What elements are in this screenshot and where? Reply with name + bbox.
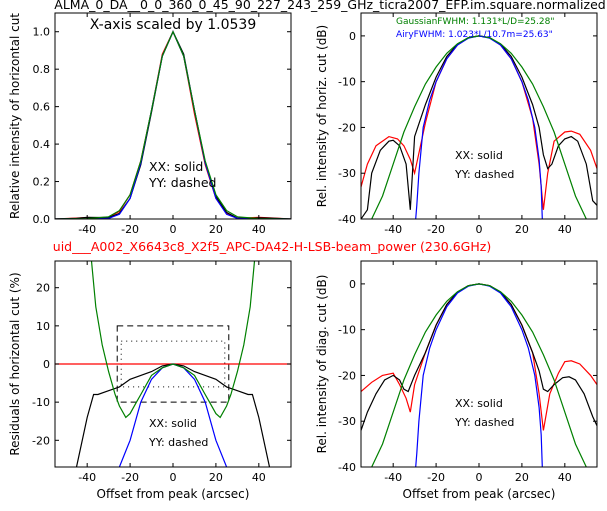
y-tick-label: 0.6 <box>33 101 51 114</box>
legend-text: YY: dashed <box>148 436 208 449</box>
y-tick-label: -40 <box>338 461 356 474</box>
series-blue-line <box>55 30 291 219</box>
fwhm-annotation: AiryFWHM: 1.023*L/10.7m=25.63" <box>396 30 553 40</box>
y-tick-label: -20 <box>32 434 50 447</box>
series-blue-line <box>415 283 543 467</box>
series-green-line <box>371 35 587 219</box>
y-axis-label: Relative intensity of horizontal cut <box>8 13 22 219</box>
legend-text: YY: dashed <box>454 416 514 429</box>
y-tick-label: 0.0 <box>33 213 51 226</box>
x-tick-label: 20 <box>209 471 223 484</box>
x-tick-label: 40 <box>252 471 266 484</box>
y-tick-label: 0 <box>43 358 50 371</box>
y-tick-label: -10 <box>338 76 356 89</box>
y-tick-label: 0.4 <box>33 138 51 151</box>
plot-area <box>361 35 597 219</box>
x-tick-label: 20 <box>515 223 529 236</box>
x-tick-label: -40 <box>78 223 96 236</box>
x-tick-label: 40 <box>558 223 572 236</box>
y-axis-label: Rel. intensity of diag. cut (dB) <box>315 275 329 454</box>
series-black-line <box>55 30 291 219</box>
axes-frame <box>360 12 598 220</box>
plot-area <box>55 30 291 219</box>
series-green-line <box>371 283 587 467</box>
y-tick-label: 0.2 <box>33 176 51 189</box>
x-tick-label: 20 <box>515 471 529 484</box>
panel-p2: -40 -20 0 20 40 -40 -30 -20 -10 0 Rel. intensity o… <box>315 12 598 236</box>
y-tick-label: 20 <box>36 282 50 295</box>
legend-text: XX: solid <box>455 149 503 162</box>
panels: -40 -20 0 20 40 0.0 0.2 0.4 0.6 0.8 1.0 Relative in… <box>8 12 598 501</box>
panel-p3: -40 -20 0 20 40 -20 -10 0 10 20 Residuals of horiz… <box>8 260 292 501</box>
x-tick-label: 0 <box>170 471 177 484</box>
x-axis-label: Offset from peak (arcsec) <box>97 487 250 501</box>
x-tick-label: -20 <box>427 223 445 236</box>
x-tick-label: -20 <box>121 223 139 236</box>
y-tick-label: -10 <box>338 324 356 337</box>
y-tick-label: 0.8 <box>33 63 51 76</box>
y-tick-label: 0 <box>349 30 356 43</box>
x-tick-label: 0 <box>476 471 483 484</box>
y-axis-label: Rel. intensity of horiz. cut (dB) <box>315 25 329 207</box>
plot-area <box>55 261 291 467</box>
y-tick-label: 10 <box>36 320 50 333</box>
series-red-line <box>55 30 291 219</box>
panel-p1: -40 -20 0 20 40 0.0 0.2 0.4 0.6 0.8 1.0 Relative in… <box>8 12 292 236</box>
x-axis-label: Offset from peak (arcsec) <box>403 487 556 501</box>
x-tick-label: -40 <box>384 471 402 484</box>
series-blue-line <box>118 363 228 467</box>
x-tick-label: -20 <box>427 471 445 484</box>
series-green-line <box>90 261 256 419</box>
legend-text: XX: solid <box>149 417 197 430</box>
plot-area <box>361 283 597 467</box>
series-green-line <box>55 30 291 219</box>
series-black-line <box>361 35 597 219</box>
figure-title: ALMA_0_DA__0_0_360_0_45_90_227_243_259_G… <box>54 0 605 12</box>
fwhm-annotation: GaussianFWHM: 1.131*L/D=25.28" <box>396 17 554 27</box>
x-tick-label: 20 <box>209 223 223 236</box>
x-tick-label: -40 <box>384 223 402 236</box>
y-tick-label: 0 <box>349 278 356 291</box>
panel-p4: -40 -20 0 20 40 -40 -30 -20 -10 0 Rel. intensity o… <box>315 260 598 501</box>
scale-annotation: X-axis scaled by 1.0539 <box>90 17 256 33</box>
legend-text: YY: dashed <box>148 175 216 190</box>
x-tick-label: -40 <box>78 471 96 484</box>
x-tick-label: -20 <box>121 471 139 484</box>
legend-text: XX: solid <box>455 397 503 410</box>
x-tick-label: 0 <box>476 223 483 236</box>
x-tick-label: 0 <box>170 223 177 236</box>
y-tick-label: -30 <box>338 415 356 428</box>
series-blue-line <box>415 35 543 219</box>
legend-text: XX: solid <box>149 159 203 174</box>
x-tick-label: 40 <box>558 471 572 484</box>
y-axis-label: Residuals of horizontal cut (%) <box>8 272 22 455</box>
y-tick-label: -30 <box>338 167 356 180</box>
inset-box <box>116 325 230 403</box>
y-tick-label: -40 <box>338 213 356 226</box>
legend-text: YY: dashed <box>454 168 514 181</box>
y-tick-label: 1.0 <box>33 26 51 39</box>
y-tick-label: -20 <box>338 121 356 134</box>
y-tick-label: -20 <box>338 369 356 382</box>
figure-subtitle: uid___A002_X6643c8_X2f5_APC-DA42-H-LSB-b… <box>53 239 491 254</box>
y-tick-label: -10 <box>32 396 50 409</box>
axes-frame <box>360 260 598 468</box>
series-red-line <box>361 35 597 210</box>
series-black-line <box>75 363 271 467</box>
x-tick-label: 40 <box>252 223 266 236</box>
